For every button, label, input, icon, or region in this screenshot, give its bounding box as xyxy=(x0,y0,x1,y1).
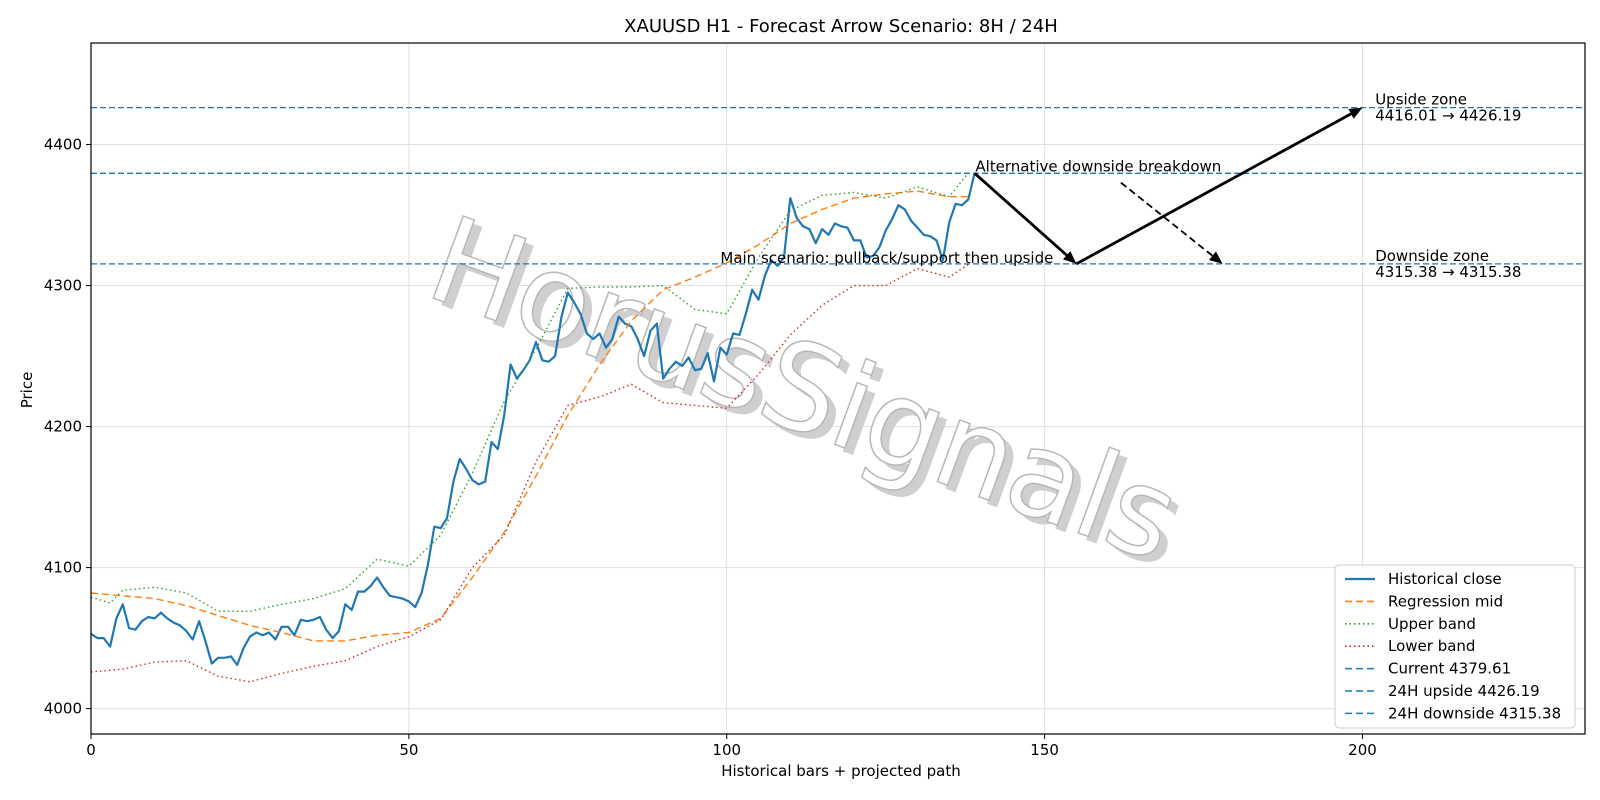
main-scenario-label: Main scenario: pullback/support then ups… xyxy=(720,249,1053,267)
y-tick-label: 4200 xyxy=(44,418,82,436)
y-tick-label: 4300 xyxy=(44,277,82,295)
legend: Historical close Regression mid Upper band… xyxy=(1334,564,1576,729)
y-tick-label: 4100 xyxy=(44,559,82,577)
legend-label: Current 4379.61 xyxy=(1388,660,1511,678)
level-lines xyxy=(91,106,1585,265)
forecast-arrows xyxy=(973,107,1363,266)
main-scenario-arrow xyxy=(973,172,1070,259)
alternative-scenario-arrowhead xyxy=(1209,251,1223,264)
legend-label: Regression mid xyxy=(1388,592,1503,610)
upside-zone-title: Upside zone xyxy=(1375,91,1467,109)
alternative-scenario-arrow xyxy=(1120,181,1216,259)
series-line-mid xyxy=(90,190,969,642)
series-line-close xyxy=(90,172,976,667)
main-scenario-arrowhead xyxy=(1348,107,1363,119)
x-tick-label: 50 xyxy=(399,741,418,759)
legend-label: Historical close xyxy=(1388,570,1502,588)
main-scenario-arrowhead xyxy=(1063,251,1077,264)
series-lines xyxy=(90,172,976,683)
upside-zone-range: 4416.01 → 4426.19 xyxy=(1375,107,1521,125)
x-tick-label: 100 xyxy=(712,741,741,759)
main-scenario-arrow xyxy=(1075,111,1355,266)
chart-title: XAUUSD H1 - Forecast Arrow Scenario: 8H … xyxy=(624,16,1058,37)
downside-zone-range: 4315.38 → 4315.38 xyxy=(1375,263,1521,281)
y-tick-label: 4000 xyxy=(44,700,82,718)
legend-label: Lower band xyxy=(1388,637,1475,655)
annotations: Alternative downside breakdown Main scen… xyxy=(720,91,1521,281)
x-tick-label: 150 xyxy=(1030,741,1059,759)
series-line-lower xyxy=(90,263,969,683)
x-tick-label: 200 xyxy=(1348,741,1377,759)
legend-label: 24H downside 4315.38 xyxy=(1388,704,1561,722)
legend-label: Upper band xyxy=(1388,615,1476,633)
y-axis-label: Price xyxy=(18,372,36,409)
legend-label: 24H upside 4426.19 xyxy=(1388,682,1540,700)
x-tick-label: 0 xyxy=(86,741,96,759)
axis-ticks: 0 50 100 150 200 4000 4100 4200 4300 4400 xyxy=(44,136,1377,759)
series-line-upper xyxy=(90,172,969,612)
y-tick-label: 4400 xyxy=(44,136,82,154)
alternative-scenario-label: Alternative downside breakdown xyxy=(975,157,1221,175)
downside-zone-title: Downside zone xyxy=(1375,247,1489,265)
plot-frame xyxy=(90,42,1586,735)
x-axis-label: Historical bars + projected path xyxy=(721,762,961,780)
legend-box xyxy=(1334,564,1576,729)
